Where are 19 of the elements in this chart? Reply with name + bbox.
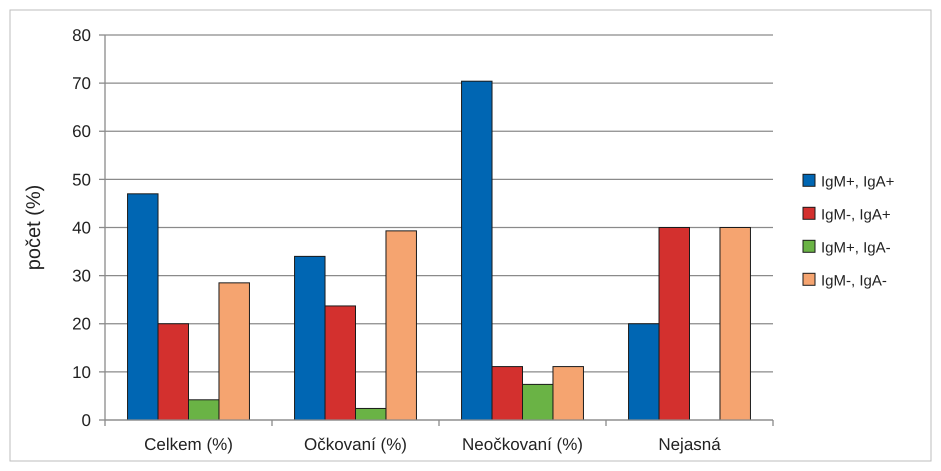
- bar: [719, 227, 751, 420]
- y-tick-label: 30: [72, 266, 91, 286]
- legend-label: IgM+, IgA-: [821, 240, 891, 257]
- y-tick-label: 50: [72, 170, 91, 190]
- y-axis-title: počet (%): [23, 184, 45, 270]
- x-tick-label: Neočkovaní (%): [462, 435, 583, 454]
- y-tick-label: 0: [82, 410, 91, 430]
- y-tick-label: 10: [72, 362, 91, 382]
- x-tick-label: Celkem (%): [144, 435, 233, 454]
- x-tick-label: Nejasná: [658, 435, 722, 454]
- legend-label: IgM-, IgA-: [821, 272, 887, 290]
- y-tick-label: 40: [72, 218, 91, 238]
- y-tick-label: 60: [72, 122, 91, 142]
- y-tick-label: 70: [72, 74, 91, 94]
- y-tick-label: 20: [72, 314, 91, 334]
- y-tick-label: 80: [72, 26, 91, 45]
- x-tick-label: Očkovaní (%): [304, 435, 407, 454]
- legend-label: IgM+, IgA+: [821, 174, 895, 191]
- legend-label: IgM-, IgA+: [821, 206, 891, 224]
